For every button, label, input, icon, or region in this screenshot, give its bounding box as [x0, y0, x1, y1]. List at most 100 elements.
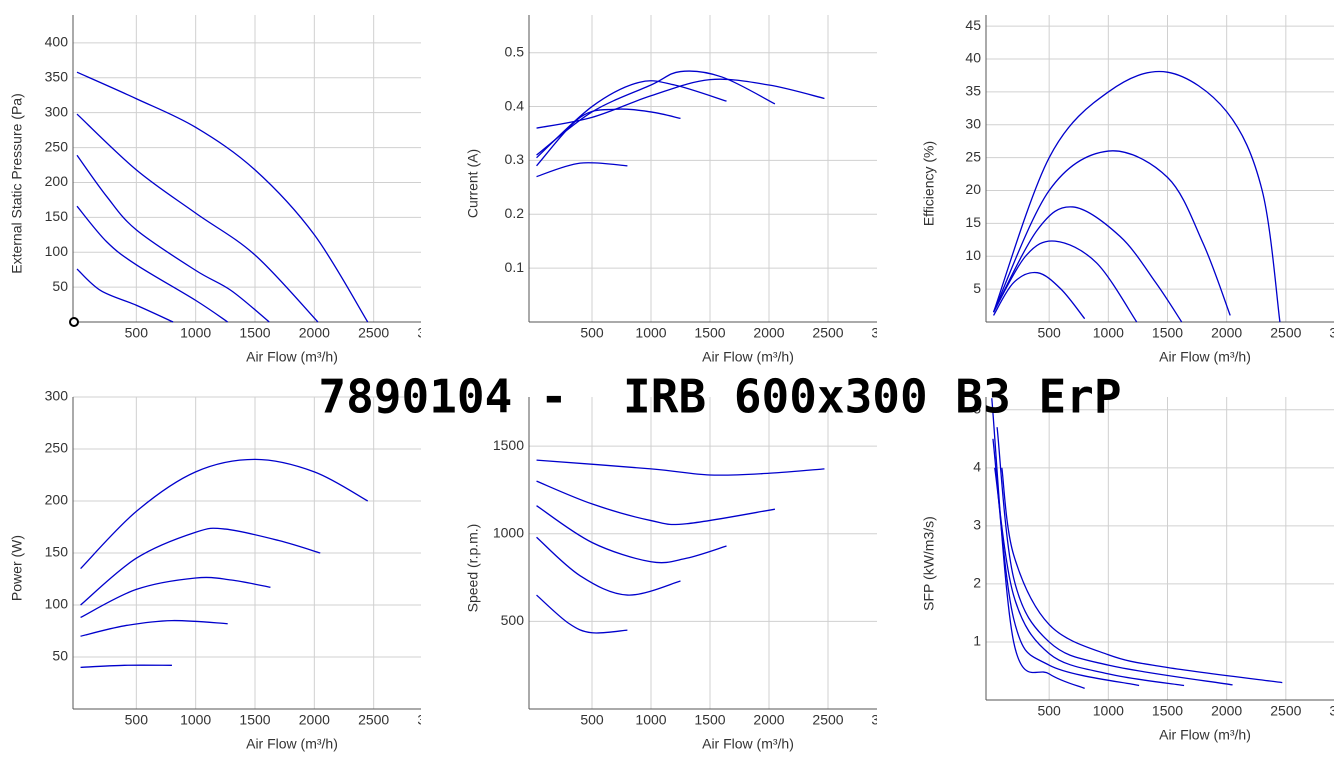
curve: [536, 70, 776, 156]
y-tick-label: 30: [965, 115, 981, 131]
x-tick-label: 1500: [694, 325, 725, 341]
y-tick-label: 45: [965, 17, 981, 33]
y-tick-label: 40: [965, 50, 981, 66]
x-axis-title: Air Flow (m³/h): [702, 349, 794, 365]
curve: [1001, 467, 1283, 684]
x-tick-label: 1500: [1152, 325, 1183, 341]
curve: [994, 467, 1185, 687]
page-title: 7890104 - IRB 600x300 B3 ErP: [318, 370, 1121, 424]
chart-panel: 500 1000 1500 2000 2500 3000 500 1000 1500 Air Fl…: [465, 397, 902, 752]
y-axis-title: Power (W): [9, 535, 25, 601]
y-axis-title: External Static Pressure (Pa): [9, 93, 25, 274]
chart-panel: 500 1000 1500 2000 2500 3000 50 100 150 200 250 300…: [9, 15, 448, 365]
y-axis-title: Current (A): [465, 149, 481, 218]
y-tick-label: 0.4: [505, 97, 525, 113]
x-tick-label: 2000: [753, 325, 784, 341]
x-tick-label: 2000: [299, 712, 330, 728]
x-tick-label: 3000: [1329, 703, 1339, 719]
x-tick-label: 2500: [812, 712, 843, 728]
x-tick-label: 1000: [1093, 325, 1124, 341]
y-tick-label: 350: [45, 68, 69, 84]
x-tick-label: 2000: [1211, 325, 1242, 341]
y-tick-label: 25: [965, 148, 981, 164]
x-tick-label: 3000: [417, 325, 448, 341]
x-tick-label: 500: [580, 712, 604, 728]
curve: [996, 427, 1233, 686]
curve: [992, 240, 1138, 323]
y-tick-label: 50: [52, 648, 68, 664]
x-tick-label: 500: [1037, 703, 1061, 719]
y-tick-label: 5: [973, 280, 981, 296]
x-tick-label: 2500: [358, 712, 389, 728]
x-axis-title: Air Flow (m³/h): [702, 736, 794, 752]
y-tick-label: 1500: [493, 437, 524, 453]
y-tick-label: 5: [973, 400, 981, 416]
x-tick-label: 1500: [1152, 703, 1183, 719]
y-tick-label: 0.1: [505, 259, 525, 275]
curve: [80, 576, 271, 619]
origin-marker: [69, 317, 79, 327]
x-tick-label: 2000: [299, 325, 330, 341]
x-tick-label: 500: [1037, 325, 1061, 341]
x-tick-label: 1000: [635, 325, 666, 341]
curve: [76, 71, 369, 323]
x-tick-label: 1000: [1093, 703, 1124, 719]
x-axis-title: Air Flow (m³/h): [246, 349, 338, 365]
y-tick-label: 200: [45, 173, 69, 189]
curve: [80, 527, 321, 606]
x-axis-title: Air Flow (m³/h): [1159, 727, 1251, 743]
x-tick-label: 2500: [1270, 703, 1301, 719]
x-tick-label: 1500: [239, 712, 270, 728]
y-tick-label: 200: [45, 492, 69, 508]
y-tick-label: 400: [45, 34, 69, 50]
y-tick-label: 150: [45, 544, 69, 560]
x-tick-label: 500: [580, 325, 604, 341]
y-tick-label: 2: [973, 575, 981, 591]
y-tick-label: 500: [501, 612, 525, 628]
y-tick-label: 300: [45, 388, 69, 404]
chart-panel: 500 1000 1500 2000 2500 3000 5 10 15 20 25 30 35 40 45…: [921, 15, 1339, 365]
curve: [536, 162, 628, 178]
x-tick-label: 1500: [694, 712, 725, 728]
curve: [536, 108, 681, 167]
y-axis-title: Efficiency (%): [921, 141, 937, 226]
y-tick-label: 10: [965, 247, 981, 263]
curve: [80, 664, 172, 669]
x-axis-title: Air Flow (m³/h): [1159, 349, 1251, 365]
y-tick-label: 0.3: [505, 151, 525, 167]
curve: [76, 268, 174, 323]
y-tick-label: 250: [45, 138, 69, 154]
y-axis-title: Speed (r.p.m.): [465, 524, 481, 613]
chart-panel: 500 1000 1500 2000 2500 3000 50 100 150 200 250 300…: [9, 388, 448, 752]
curve: [76, 154, 270, 323]
y-tick-label: 250: [45, 440, 69, 456]
curve: [992, 206, 1183, 323]
curve: [80, 458, 369, 570]
y-tick-label: 20: [965, 181, 981, 197]
curve: [536, 459, 825, 476]
x-tick-label: 3000: [1329, 325, 1339, 341]
y-tick-label: 100: [45, 596, 69, 612]
curve: [536, 594, 628, 634]
x-tick-label: 2000: [1211, 703, 1242, 719]
x-tick-label: 500: [125, 325, 149, 341]
y-tick-label: 4: [973, 459, 981, 475]
y-tick-label: 3: [973, 517, 981, 533]
x-tick-label: 1000: [635, 712, 666, 728]
x-tick-label: 1000: [180, 712, 211, 728]
curve: [536, 505, 727, 564]
curve: [76, 205, 229, 323]
y-tick-label: 1000: [493, 524, 524, 540]
y-tick-label: 0.2: [505, 205, 525, 221]
y-tick-label: 15: [965, 214, 981, 230]
charts: 500 1000 1500 2000 2500 300050100150200250300…: [9, 15, 1339, 752]
curve: [536, 480, 776, 526]
x-tick-label: 3000: [871, 712, 902, 728]
y-tick-label: 0.5: [505, 43, 525, 59]
x-tick-label: 2000: [753, 712, 784, 728]
x-tick-label: 3000: [417, 712, 448, 728]
x-tick-label: 1000: [180, 325, 211, 341]
curve: [991, 398, 1085, 689]
x-axis-title: Air Flow (m³/h): [246, 736, 338, 752]
